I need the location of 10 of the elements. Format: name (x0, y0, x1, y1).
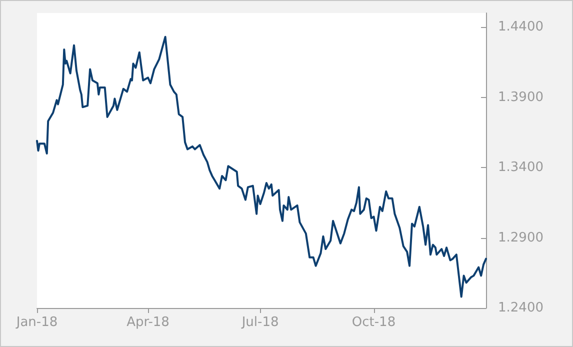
y-tick-label: 1.2400 (498, 300, 544, 316)
x-tick-label: Apr-18 (126, 315, 170, 330)
x-tick-label: Jan-18 (15, 315, 58, 330)
line-series (36, 36, 487, 298)
x-tick-label: Oct-18 (352, 315, 396, 330)
x-tick-label: Jul-18 (240, 315, 279, 330)
y-tick-label: 1.3900 (498, 90, 544, 105)
y-tick-label: 1.4400 (498, 20, 544, 35)
y-tick-label: 1.2900 (498, 230, 544, 246)
y-tick-label: 1.3400 (498, 160, 544, 176)
